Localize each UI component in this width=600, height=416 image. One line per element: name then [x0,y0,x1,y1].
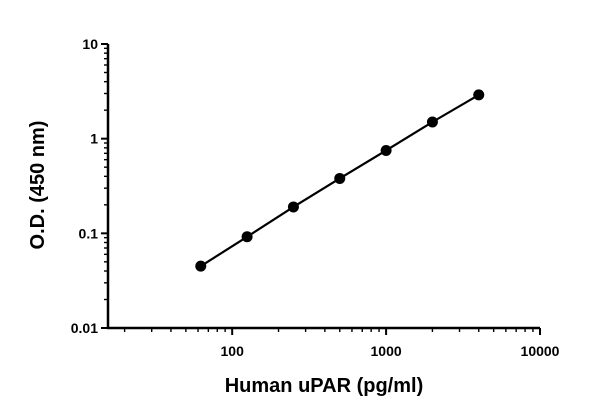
x-tick-label: 1000 [371,343,402,359]
y-axis-title: O.D. (450 nm) [27,121,49,250]
data-point [426,116,438,128]
data-point [195,260,207,272]
ticks: 0.01 0.1 1 10 100 1000 10000 [71,36,560,359]
y-tick-label: 1 [90,131,98,147]
y-tick-label: 0.1 [79,225,99,241]
data-point [380,144,392,156]
x-axis-title: Human uPAR (pg/ml) [225,375,424,397]
y-tick-label: 10 [82,36,98,52]
y-tick-label: 0.01 [71,320,98,336]
series-group [195,89,485,272]
data-point [473,89,485,101]
axes [106,44,540,330]
data-point [287,201,299,213]
x-tick-label: 10000 [521,343,560,359]
data-point [334,172,346,184]
x-tick-label: 100 [221,343,245,359]
data-point [241,231,253,243]
